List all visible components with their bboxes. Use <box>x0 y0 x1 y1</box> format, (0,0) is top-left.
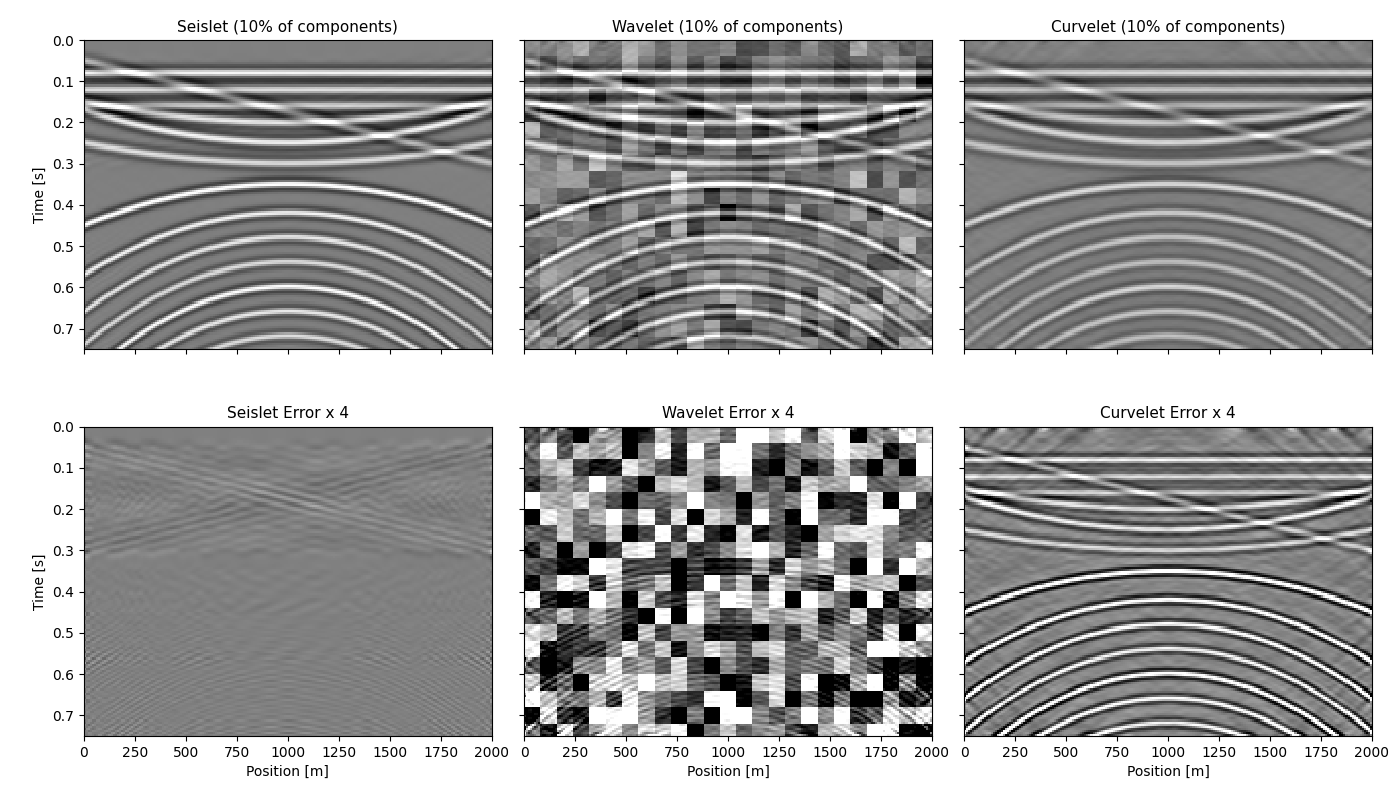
Y-axis label: Time [s]: Time [s] <box>32 166 46 223</box>
Title: Seislet Error x 4: Seislet Error x 4 <box>227 406 349 422</box>
Title: Wavelet Error x 4: Wavelet Error x 4 <box>662 406 794 422</box>
Title: Curvelet (10% of components): Curvelet (10% of components) <box>1051 20 1285 34</box>
Title: Wavelet (10% of components): Wavelet (10% of components) <box>612 20 844 34</box>
X-axis label: Position [m]: Position [m] <box>246 766 329 779</box>
Title: Curvelet Error x 4: Curvelet Error x 4 <box>1100 406 1236 422</box>
X-axis label: Position [m]: Position [m] <box>1127 766 1210 779</box>
Y-axis label: Time [s]: Time [s] <box>32 553 46 610</box>
Title: Seislet (10% of components): Seislet (10% of components) <box>178 20 398 34</box>
X-axis label: Position [m]: Position [m] <box>686 766 770 779</box>
